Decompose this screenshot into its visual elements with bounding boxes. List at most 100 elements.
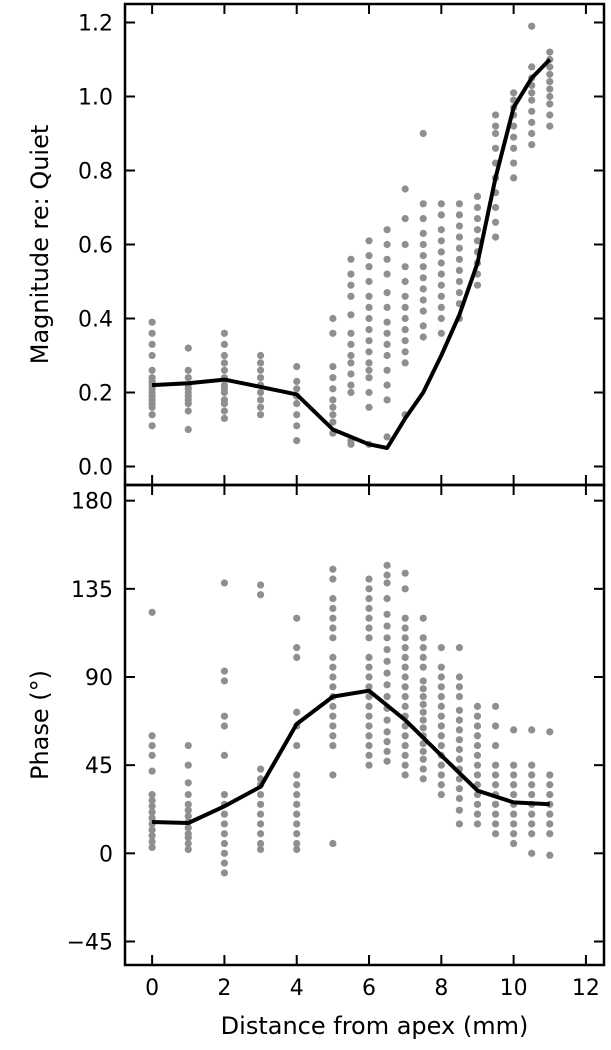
magnitude-data-point: [329, 396, 337, 404]
phase-data-point: [220, 839, 229, 848]
phase-data-point: [455, 736, 463, 744]
magnitude-data-point: [473, 237, 482, 245]
phase-data-point: [455, 820, 463, 828]
phase-data-point: [401, 634, 409, 642]
phase-data-point: [256, 591, 265, 599]
phase-data-point: [329, 634, 337, 642]
magnitude-data-point: [455, 233, 463, 241]
phase-data-point: [528, 830, 536, 838]
magnitude-data-point: [148, 340, 156, 348]
magnitude-data-point: [148, 318, 156, 326]
magnitude-data-point: [419, 229, 427, 237]
phase-data-point: [365, 595, 373, 603]
phase-data-point: [365, 761, 373, 769]
phase-data-point: [365, 751, 373, 759]
phase-data-point: [437, 771, 445, 779]
magnitude-data-point: [383, 381, 391, 389]
magnitude-data-point: [347, 359, 355, 367]
magnitude-data-point: [365, 314, 373, 323]
magnitude-data-point: [528, 118, 536, 126]
magnitude-data-point: [383, 318, 391, 326]
phase-data-point: [455, 692, 463, 701]
magnitude-data-point: [347, 370, 355, 378]
phase-data-point: [184, 779, 192, 787]
magnitude-data-point: [365, 252, 373, 260]
phase-data-point: [473, 712, 482, 720]
magnitude-data-point: [365, 348, 373, 356]
phase-data-point: [401, 751, 409, 759]
phase-data-point: [528, 781, 536, 789]
magnitude-data-point: [220, 359, 229, 367]
phase-data-point: [329, 673, 337, 681]
magnitude-data-point: [256, 388, 265, 397]
magnitude-data-point: [365, 303, 373, 311]
magnitude-data-point: [293, 422, 301, 430]
phase-data-point: [437, 790, 445, 799]
magnitude-data-point: [473, 281, 482, 289]
magnitude-data-point: [437, 303, 445, 311]
phase-data-point: [473, 751, 482, 759]
phase-data-point: [329, 614, 337, 622]
phase-data-point: [546, 810, 554, 818]
phase-data-point: [329, 722, 337, 730]
magnitude-data-point: [546, 70, 554, 78]
phase-data-point: [383, 610, 391, 618]
phase-data-point: [293, 820, 301, 828]
magnitude-data-point: [329, 374, 337, 382]
magnitude-data-point: [401, 359, 409, 367]
phase-data-point: [473, 741, 482, 750]
phase-data-point: [365, 614, 373, 622]
phase-data-point: [220, 579, 229, 587]
phase-data-point: [455, 683, 463, 691]
magnitude-data-point: [148, 374, 156, 382]
phase-data-point: [329, 839, 337, 848]
magnitude-data-point: [491, 203, 500, 212]
magnitude-data-point: [419, 333, 427, 341]
phase-data-point: [473, 732, 482, 740]
phase-data-point: [401, 644, 409, 652]
x-axis: 0 2 4 6 8 10 12: [145, 976, 600, 1001]
magnitude-ytick-label: 0.8: [78, 160, 113, 185]
phase-data-point: [455, 716, 463, 724]
magnitude-data-point: [184, 425, 192, 434]
phase-data-point: [148, 808, 156, 816]
magnitude-data-point: [329, 329, 337, 337]
phase-data-point: [383, 738, 391, 746]
magnitude-data-point: [491, 122, 500, 130]
phase-data-point: [365, 673, 373, 681]
phase-data-point: [365, 702, 373, 710]
phase-data-point: [419, 677, 427, 685]
magnitude-data-point: [256, 374, 265, 382]
phase-data-point: [401, 569, 409, 577]
x-tick-label: 10: [500, 976, 528, 1001]
phase-data-point: [419, 653, 427, 662]
magnitude-data-point: [546, 78, 554, 86]
magnitude-data-point: [220, 381, 229, 389]
magnitude-data-point: [347, 270, 355, 278]
phase-data-point: [401, 732, 409, 740]
phase-data-point: [455, 644, 463, 652]
phase-data-point: [528, 810, 536, 818]
phase-data-point: [148, 796, 156, 805]
magnitude-data-point: [401, 263, 409, 271]
magnitude-data-point: [491, 233, 500, 241]
phase-ytick-label: 135: [71, 578, 113, 603]
phase-data-point: [455, 755, 463, 763]
magnitude-data-point: [437, 248, 445, 256]
phase-data-point: [419, 700, 427, 709]
magnitude-data-point: [293, 377, 301, 385]
phase-data-point: [184, 790, 192, 799]
phase-data-point: [528, 790, 536, 799]
phase-data-point: [293, 810, 301, 818]
magnitude-data-point: [419, 307, 427, 315]
phase-data-point: [455, 706, 463, 714]
magnitude-data-point: [437, 226, 445, 234]
x-tick-label: 8: [434, 976, 448, 1001]
phase-ytick-label: 180: [71, 490, 113, 515]
phase-data-point: [455, 785, 463, 793]
phase-data-point: [293, 800, 301, 808]
phase-data-point: [401, 683, 409, 691]
phase-data-point: [419, 663, 427, 671]
magnitude-data-point: [437, 281, 445, 289]
magnitude-data-point: [293, 385, 301, 393]
